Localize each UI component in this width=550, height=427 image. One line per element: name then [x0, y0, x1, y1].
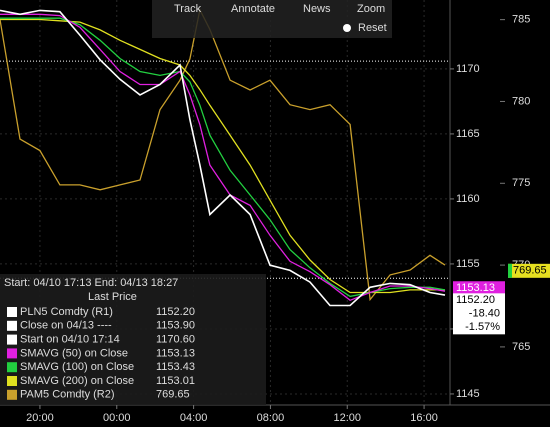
change-label: -1.57% [465, 321, 500, 333]
x-tick-label: 00:00 [103, 412, 131, 424]
x-tick-label: 20:00 [26, 412, 54, 424]
value-tag [508, 263, 550, 278]
change-label: -18.40 [469, 308, 500, 320]
legend-box [0, 274, 266, 405]
legend-value: 1153.01 [156, 375, 195, 387]
legend-value: 1153.43 [156, 361, 195, 373]
x-tick-label: 08:00 [257, 412, 285, 424]
reset-button[interactable]: Reset [358, 22, 387, 34]
legend-swatch [7, 348, 17, 359]
legend-value: 769.65 [156, 389, 190, 401]
legend-swatch [7, 307, 17, 317]
toolbar-button[interactable]: Track [174, 3, 202, 15]
toolbar-button[interactable]: News [303, 3, 331, 15]
y-tick-label: 1145 [456, 388, 480, 400]
legend-value: 1152.20 [156, 306, 195, 318]
y2-tick-label: 775 [512, 177, 530, 189]
legend-label: Close on 04/13 ---- [20, 320, 112, 332]
value-tag [453, 293, 505, 335]
y2-tick-label: 780 [512, 95, 530, 107]
value-tag-label: 1153.13 [456, 282, 495, 294]
x-tick-label: 12:00 [333, 412, 361, 424]
toolbar-button[interactable]: Annotate [231, 3, 275, 15]
toolbar: Track Annotate News Zoom Reset [152, 0, 392, 38]
value-tag [453, 281, 505, 296]
x-tick-label: 16:00 [410, 412, 438, 424]
legend-swatch [7, 389, 17, 400]
legend-label: Start on 04/10 17:14 [20, 334, 120, 346]
legend-swatch [7, 376, 17, 386]
legend-label: SMAVG (200) on Close [20, 375, 134, 387]
legend-label: SMAVG (100) on Close [20, 361, 134, 373]
legend-value: 1153.13 [156, 347, 195, 359]
plot [0, 7, 450, 307]
legend-label: PAM5 Comdty (R2) [20, 389, 115, 401]
series-line [0, 13, 446, 302]
y2-tick-label: 765 [512, 341, 530, 353]
legend-header: Start: 04/10 17:13 End: 04/13 18:27 [4, 277, 178, 289]
legend-label: SMAVG (50) on Close [20, 347, 128, 359]
y2-tick-label: 785 [512, 14, 530, 26]
y-tick-label: 1165 [456, 128, 480, 140]
reset-icon[interactable] [343, 24, 351, 32]
legend-swatch [7, 362, 17, 373]
value-tag-edge [508, 263, 512, 278]
toolbar-button[interactable]: Zoom [357, 3, 385, 15]
legend-label: PLN5 Comdty (R1) [20, 306, 113, 318]
legend: Start: 04/10 17:13 End: 04/13 18:27 Last… [0, 274, 266, 405]
y-tick-label: 1170 [456, 63, 480, 75]
legend-swatch [7, 334, 17, 345]
axes: 20:0000:0004:0008:0012:0016:001145115011… [26, 14, 550, 424]
legend-swatch [7, 320, 17, 331]
toolbar-box [152, 0, 392, 38]
series-line [0, 9, 446, 307]
y-tick-label: 1160 [456, 193, 480, 205]
value-tag-label: 1152.20 [456, 294, 495, 306]
x-tick-label: 04:00 [180, 412, 208, 424]
legend-title: Last Price [88, 291, 137, 303]
y-tick-label: 1155 [456, 258, 480, 270]
legend-value: 1170.60 [156, 334, 195, 346]
legend-value: 1153.90 [156, 320, 195, 332]
value-tag-label: 769.65 [513, 265, 547, 277]
